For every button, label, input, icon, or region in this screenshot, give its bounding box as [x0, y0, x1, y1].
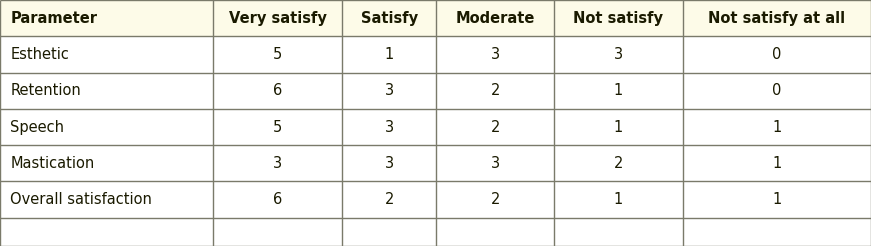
Text: 3: 3 — [490, 47, 500, 62]
Bar — [683, 145, 871, 182]
Text: Not satisfy at all: Not satisfy at all — [708, 11, 846, 26]
Text: 0: 0 — [773, 83, 781, 98]
Text: 1: 1 — [385, 47, 394, 62]
Text: 2: 2 — [614, 156, 623, 171]
Text: 1: 1 — [773, 156, 781, 171]
Bar — [683, 73, 871, 109]
Text: Esthetic: Esthetic — [10, 47, 70, 62]
Bar — [436, 218, 554, 246]
Text: 5: 5 — [273, 47, 282, 62]
Text: 1: 1 — [614, 83, 623, 98]
Text: 3: 3 — [490, 156, 500, 171]
Bar — [0, 182, 213, 218]
Bar — [683, 36, 871, 73]
Text: Not satisfy: Not satisfy — [573, 11, 664, 26]
Bar — [213, 182, 342, 218]
Text: Very satisfy: Very satisfy — [229, 11, 327, 26]
Text: 3: 3 — [385, 156, 394, 171]
Text: Mastication: Mastication — [10, 156, 95, 171]
Text: 2: 2 — [490, 192, 500, 207]
Text: 3: 3 — [385, 83, 394, 98]
Text: 1: 1 — [773, 120, 781, 135]
Text: Moderate: Moderate — [456, 11, 535, 26]
Bar — [213, 109, 342, 145]
Bar — [683, 0, 871, 36]
Bar — [683, 182, 871, 218]
Bar — [554, 0, 683, 36]
Bar — [554, 36, 683, 73]
Bar — [342, 145, 436, 182]
Text: Parameter: Parameter — [10, 11, 98, 26]
Bar — [554, 109, 683, 145]
Bar — [436, 109, 554, 145]
Bar — [0, 109, 213, 145]
Text: 2: 2 — [490, 120, 500, 135]
Bar — [0, 145, 213, 182]
Text: Speech: Speech — [10, 120, 64, 135]
Bar — [554, 218, 683, 246]
Bar — [554, 73, 683, 109]
Bar — [213, 73, 342, 109]
Bar — [0, 218, 213, 246]
Bar — [436, 0, 554, 36]
Bar — [436, 73, 554, 109]
Text: 0: 0 — [773, 47, 781, 62]
Text: 1: 1 — [614, 120, 623, 135]
Text: Overall satisfaction: Overall satisfaction — [10, 192, 152, 207]
Text: 2: 2 — [490, 83, 500, 98]
Text: 1: 1 — [773, 192, 781, 207]
Text: 3: 3 — [273, 156, 282, 171]
Text: 3: 3 — [614, 47, 623, 62]
Bar — [436, 145, 554, 182]
Bar — [342, 182, 436, 218]
Text: 3: 3 — [385, 120, 394, 135]
Text: Satisfy: Satisfy — [361, 11, 418, 26]
Bar — [683, 109, 871, 145]
Bar — [342, 73, 436, 109]
Bar — [342, 0, 436, 36]
Bar — [213, 36, 342, 73]
Bar — [0, 0, 213, 36]
Bar — [342, 109, 436, 145]
Text: Retention: Retention — [10, 83, 81, 98]
Text: 5: 5 — [273, 120, 282, 135]
Bar — [436, 182, 554, 218]
Bar — [0, 73, 213, 109]
Bar — [342, 218, 436, 246]
Bar — [213, 0, 342, 36]
Text: 2: 2 — [385, 192, 394, 207]
Bar — [342, 36, 436, 73]
Text: 6: 6 — [273, 83, 282, 98]
Bar — [436, 36, 554, 73]
Bar — [683, 218, 871, 246]
Bar — [554, 182, 683, 218]
Bar — [213, 218, 342, 246]
Text: 1: 1 — [614, 192, 623, 207]
Bar — [0, 36, 213, 73]
Bar — [554, 145, 683, 182]
Bar — [213, 145, 342, 182]
Text: 6: 6 — [273, 192, 282, 207]
